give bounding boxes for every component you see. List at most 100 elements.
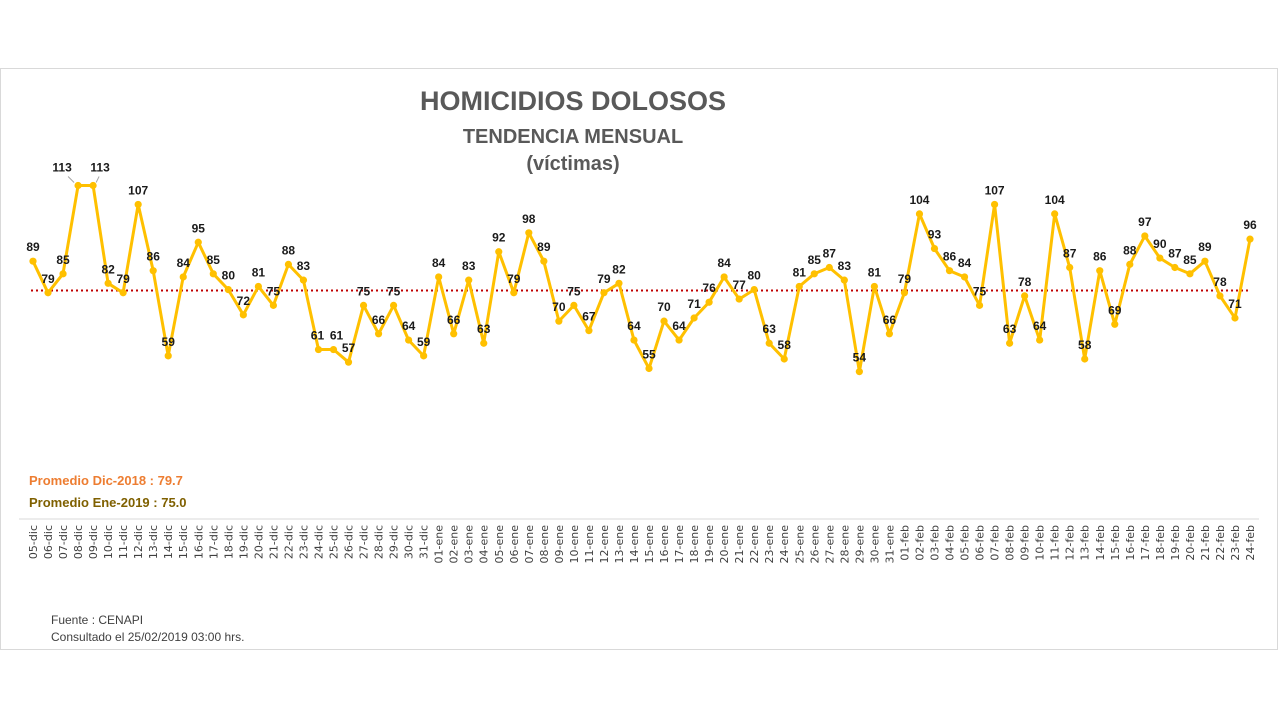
data-point <box>1156 254 1164 262</box>
x-tick-label: 27-ene <box>823 525 836 564</box>
average-january-label: Promedio Ene-2019 : 75.0 <box>29 495 187 510</box>
x-tick-label: 13-ene <box>613 525 626 564</box>
data-point <box>374 330 383 338</box>
x-tick-label: 13-feb <box>1079 525 1092 561</box>
data-point <box>420 352 428 360</box>
data-point <box>1216 292 1224 300</box>
data-point <box>870 282 878 291</box>
data-label: 113 <box>90 160 110 174</box>
data-point <box>1021 292 1029 300</box>
label-leader-lines <box>67 176 100 183</box>
data-label: 86 <box>1093 250 1107 264</box>
data-point <box>555 317 563 325</box>
x-tick-label: 14-feb <box>1094 525 1107 561</box>
data-point <box>570 301 578 309</box>
data-points <box>29 181 1254 376</box>
data-label: 104 <box>909 193 929 207</box>
data-point <box>59 270 67 278</box>
x-tick-label: 25-ene <box>793 525 806 564</box>
x-tick-label: 29-ene <box>853 525 866 564</box>
data-label: 85 <box>1183 253 1197 267</box>
x-tick-label: 28-ene <box>838 525 851 564</box>
x-tick-label: 21-ene <box>733 525 746 564</box>
data-label: 85 <box>808 253 822 267</box>
data-point <box>450 330 458 338</box>
data-label: 66 <box>447 313 461 327</box>
x-tick-label: 24-ene <box>778 525 791 564</box>
data-label: 72 <box>237 294 251 308</box>
data-label: 61 <box>311 329 325 343</box>
data-label: 89 <box>26 240 40 254</box>
data-label: 75 <box>567 284 581 298</box>
x-tick-label: 16-feb <box>1124 525 1137 561</box>
data-label: 64 <box>627 319 641 333</box>
chart-frame: HOMICIDIOS DOLOSOS TENDENCIA MENSUAL (ví… <box>0 68 1278 650</box>
data-point <box>224 286 232 294</box>
line-chart: HOMICIDIOS DOLOSOS TENDENCIA MENSUAL (ví… <box>19 86 1259 644</box>
x-tick-label: 28-dic <box>373 525 386 559</box>
x-tick-label: 08-feb <box>1004 525 1017 561</box>
x-tick-label: 21-dic <box>267 525 280 559</box>
data-point <box>645 364 653 373</box>
x-tick-label: 11-ene <box>583 525 596 564</box>
data-point <box>480 339 488 347</box>
data-label: 107 <box>128 183 148 197</box>
data-label: 85 <box>207 253 221 267</box>
data-label: 82 <box>101 262 115 276</box>
data-label: 63 <box>763 322 777 336</box>
data-label: 58 <box>778 338 792 352</box>
data-label: 54 <box>853 351 867 365</box>
x-tick-label: 05-ene <box>493 525 506 564</box>
data-point <box>435 273 443 281</box>
data-point <box>299 276 308 284</box>
data-label: 70 <box>657 300 671 314</box>
x-tick-label: 07-feb <box>989 525 1002 561</box>
data-point <box>540 257 548 265</box>
data-label: 84 <box>958 256 972 270</box>
data-point <box>735 295 743 303</box>
data-point <box>1246 235 1254 243</box>
x-tick-label: 07-ene <box>523 525 536 564</box>
data-label: 84 <box>432 256 446 270</box>
data-label: 80 <box>222 269 236 283</box>
x-tick-label: 11-dic <box>117 525 130 559</box>
x-tick-label: 19-ene <box>703 525 716 564</box>
label-leader-line <box>95 176 100 183</box>
x-tick-label: 24-dic <box>312 525 325 559</box>
data-label: 79 <box>507 272 521 286</box>
data-point <box>945 267 954 275</box>
x-tick-label: 23-feb <box>1229 525 1242 561</box>
data-point <box>1201 257 1209 265</box>
data-point <box>1126 260 1134 268</box>
data-point <box>525 229 533 237</box>
x-tick-label: 18-feb <box>1154 525 1167 561</box>
x-tick-label: 26-ene <box>808 525 821 564</box>
data-point <box>615 279 623 287</box>
data-label: 75 <box>387 284 401 298</box>
x-tick-label: 31-dic <box>418 525 431 559</box>
data-label: 59 <box>162 335 176 349</box>
x-tick-label: 03-ene <box>463 525 476 564</box>
data-label: 66 <box>372 313 386 327</box>
data-point <box>119 289 127 297</box>
data-point <box>930 244 939 253</box>
x-tick-label: 04-ene <box>478 525 491 564</box>
data-label: 77 <box>732 278 746 292</box>
data-label: 113 <box>52 160 72 174</box>
data-label: 82 <box>612 262 626 276</box>
data-point <box>359 301 368 309</box>
data-point <box>254 282 262 291</box>
average-december-label: Promedio Dic-2018 : 79.7 <box>29 473 183 488</box>
x-tick-label: 01-ene <box>433 525 446 564</box>
data-point <box>900 289 909 297</box>
data-label: 83 <box>297 259 311 273</box>
x-tick-label: 06-feb <box>974 525 987 561</box>
data-point <box>1051 210 1059 218</box>
data-point <box>585 327 593 335</box>
data-label: 75 <box>267 284 281 298</box>
x-tick-label: 12-feb <box>1064 525 1077 561</box>
data-label: 79 <box>898 272 912 286</box>
data-point <box>510 289 518 297</box>
x-tick-label: 18-ene <box>688 525 701 564</box>
